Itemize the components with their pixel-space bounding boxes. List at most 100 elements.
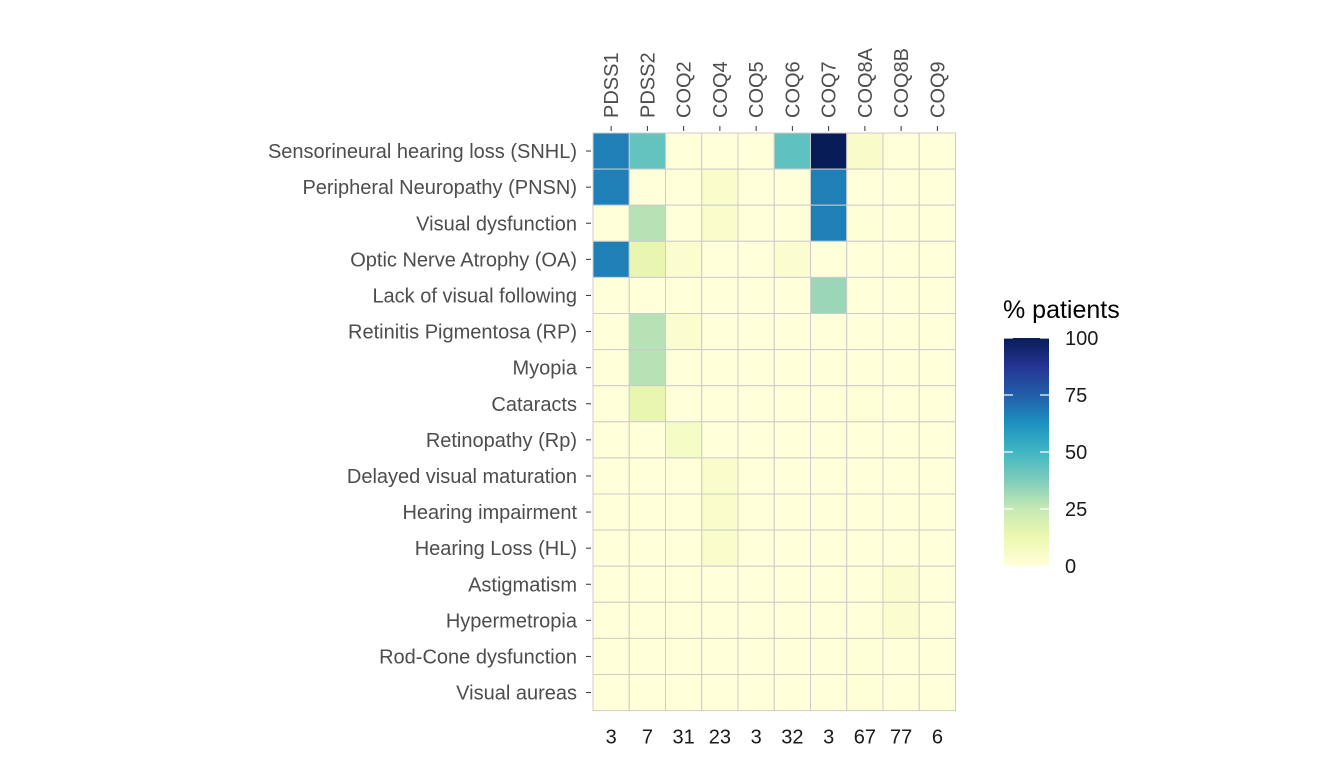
heatmap-cell: [918, 132, 956, 170]
heatmap-cell: [918, 529, 956, 567]
heatmap-cell: [810, 529, 848, 567]
heatmap-cell: [592, 276, 630, 314]
heatmap-cell: [773, 637, 811, 676]
heatmap-cell: [882, 132, 920, 170]
column-count-label: 6: [932, 727, 943, 749]
heatmap-cell: [810, 168, 848, 206]
heatmap-cell: [701, 674, 739, 712]
heatmap-cell: [737, 385, 775, 423]
heatmap-cell: [773, 168, 811, 206]
heatmap-cell: [628, 349, 666, 387]
column-count-label: 3: [751, 727, 762, 749]
heatmap-cells: [592, 132, 956, 712]
heatmap-cell: [628, 637, 666, 676]
column-label: PDSS1: [601, 52, 623, 118]
heatmap-cell: [810, 276, 848, 314]
heatmap-cell: [737, 457, 775, 495]
heatmap-cell: [701, 493, 739, 531]
heatmap-cell: [665, 349, 703, 387]
column-label: COQ6: [782, 61, 804, 118]
heatmap-cell: [737, 529, 775, 567]
heatmap-cell: [701, 240, 739, 278]
heatmap-cell: [592, 529, 630, 567]
column-label: COQ2: [674, 61, 696, 118]
heatmap-cell: [773, 132, 811, 170]
heatmap-cell: [628, 457, 666, 495]
heatmap-cell: [701, 601, 739, 639]
heatmap-cell: [773, 204, 811, 242]
heatmap-cell: [665, 457, 703, 495]
heatmap-cell: [918, 313, 956, 351]
row-label: Hearing impairment: [402, 502, 577, 524]
heatmap-cell: [773, 674, 811, 712]
heatmap-cell: [628, 601, 666, 639]
heatmap-cell: [918, 601, 956, 639]
column-count-label: 3: [823, 727, 834, 749]
heatmap-cell: [701, 385, 739, 423]
heatmap-cell: [882, 240, 920, 278]
heatmap-cell: [882, 204, 920, 242]
heatmap-cell: [665, 168, 703, 206]
heatmap-cell: [592, 674, 630, 712]
heatmap-cell: [810, 565, 848, 603]
heatmap-cell: [882, 349, 920, 387]
heatmap-cell: [882, 637, 920, 676]
heatmap-cell: [882, 457, 920, 495]
column-count-label: 31: [673, 727, 695, 749]
legend-tick-label: 50: [1065, 442, 1087, 464]
heatmap-cell: [737, 240, 775, 278]
heatmap-cell: [737, 349, 775, 387]
heatmap-cell: [737, 637, 775, 676]
column-label: COQ8B: [891, 48, 913, 118]
heatmap-cell: [628, 529, 666, 567]
heatmap-cell: [665, 493, 703, 531]
heatmap-cell: [882, 276, 920, 314]
heatmap-cell: [737, 674, 775, 712]
heatmap-cell: [846, 421, 884, 459]
heatmap-cell: [882, 385, 920, 423]
legend-tick-label: 100: [1065, 328, 1098, 350]
heatmap-cell: [882, 168, 920, 206]
heatmap-cell: [665, 385, 703, 423]
heatmap-cell: [918, 385, 956, 423]
heatmap-cell: [592, 132, 630, 170]
heatmap-cell: [701, 168, 739, 206]
heatmap-cell: [737, 168, 775, 206]
heatmap-cell: [773, 313, 811, 351]
heatmap-cell: [810, 421, 848, 459]
column-labels: PDSS1 PDSS2 COQ2 COQ4 COQ5 COQ6 COQ7 COQ8A COQ8B…: [601, 47, 949, 131]
legend-tick-label: 75: [1065, 385, 1087, 407]
heatmap-cell: [628, 132, 666, 170]
heatmap-cell: [737, 132, 775, 170]
column-label: COQ7: [819, 61, 841, 118]
heatmap-cell: [846, 637, 884, 676]
heatmap-cell: [918, 168, 956, 206]
row-label: Astigmatism: [468, 574, 577, 596]
heatmap-cell: [592, 565, 630, 603]
heatmap-cell: [665, 313, 703, 351]
heatmap-cell: [810, 674, 848, 712]
row-label: Rod-Cone dysfunction: [379, 646, 577, 668]
heatmap-cell: [628, 204, 666, 242]
heatmap-cell: [665, 529, 703, 567]
heatmap-cell: [628, 240, 666, 278]
heatmap-cell: [665, 276, 703, 314]
heatmap-cell: [846, 529, 884, 567]
heatmap-cell: [918, 637, 956, 676]
heatmap-cell: [592, 493, 630, 531]
heatmap-cell: [773, 421, 811, 459]
row-label: Visual aureas: [456, 683, 577, 705]
column-count-labels: 3 7 31 23 3 32 3 67 77 6: [606, 727, 943, 749]
heatmap-cell: [810, 313, 848, 351]
heatmap-cell: [918, 421, 956, 459]
column-count-label: 23: [709, 727, 731, 749]
heatmap-cell: [882, 493, 920, 531]
heatmap-cell: [882, 601, 920, 639]
heatmap-cell: [665, 565, 703, 603]
heatmap-cell: [810, 132, 848, 170]
heatmap-cell: [628, 276, 666, 314]
heatmap-cell: [882, 421, 920, 459]
row-label: Sensorineural hearing loss (SNHL): [268, 141, 577, 163]
heatmap-cell: [628, 565, 666, 603]
heatmap-cell: [846, 565, 884, 603]
